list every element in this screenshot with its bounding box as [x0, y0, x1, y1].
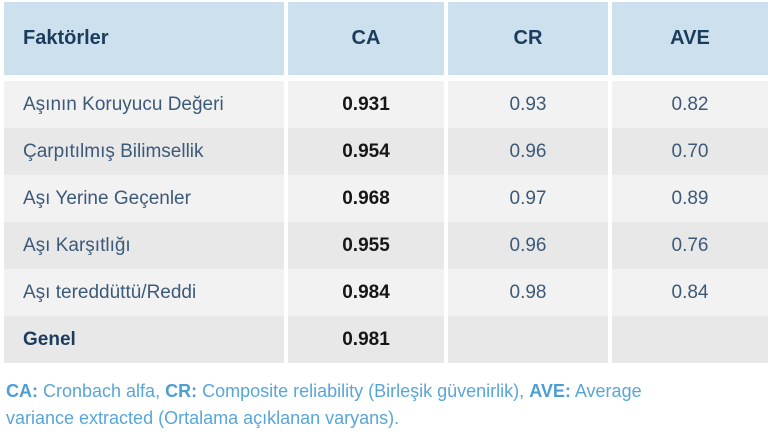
column-header-ca: CA	[288, 2, 444, 75]
footnote-term: CR:	[165, 381, 198, 401]
table-row: Genel 0.981	[4, 316, 768, 363]
column-header-cr: CR	[448, 2, 608, 75]
ave-value-cell: 0.82	[612, 81, 768, 128]
factor-label-cell: Aşı Karşıtlığı	[4, 222, 284, 269]
table-footnote: CA: Cronbach alfa, CR: Composite reliabi…	[6, 378, 712, 432]
table-row: Çarpıtılmış Bilimsellik 0.954 0.96 0.70	[4, 128, 768, 175]
ave-value-cell	[612, 316, 768, 363]
factor-label-cell: Aşının Koruyucu Değeri	[4, 81, 284, 128]
cr-value-cell: 0.98	[448, 269, 608, 316]
ca-value-cell: 0.981	[288, 316, 444, 363]
table-body: Aşının Koruyucu Değeri 0.931 0.93 0.82 Ç…	[4, 81, 768, 363]
ave-value-cell: 0.70	[612, 128, 768, 175]
cr-value-cell: 0.96	[448, 128, 608, 175]
column-header-ave: AVE	[612, 2, 768, 75]
footnote-term: AVE:	[529, 381, 571, 401]
column-header-factors: Faktörler	[4, 2, 284, 75]
footnote-text: Composite reliability (Birleşik güvenirl…	[197, 381, 530, 401]
factor-label-cell: Genel	[4, 316, 284, 363]
factor-label-cell: Aşı tereddüttü/Reddi	[4, 269, 284, 316]
table-row: Aşı Karşıtlığı 0.955 0.96 0.76	[4, 222, 768, 269]
ca-value-cell: 0.968	[288, 175, 444, 222]
factor-label-cell: Çarpıtılmış Bilimsellik	[4, 128, 284, 175]
footnote-text: Cronbach alfa,	[38, 381, 166, 401]
cr-value-cell: 0.97	[448, 175, 608, 222]
table-row: Aşının Koruyucu Değeri 0.931 0.93 0.82	[4, 81, 768, 128]
ave-value-cell: 0.89	[612, 175, 768, 222]
cr-value-cell: 0.96	[448, 222, 608, 269]
ave-value-cell: 0.76	[612, 222, 768, 269]
ca-value-cell: 0.954	[288, 128, 444, 175]
factor-label-cell: Aşı Yerine Geçenler	[4, 175, 284, 222]
ave-value-cell: 0.84	[612, 269, 768, 316]
cr-value-cell	[448, 316, 608, 363]
footnote-text: Average variance extracted (Ortalama açı…	[6, 381, 642, 428]
reliability-table: Faktörler CA CR AVE Aşının Koruyucu Değe…	[4, 2, 768, 363]
ca-value-cell: 0.955	[288, 222, 444, 269]
table-row: Aşı Yerine Geçenler 0.968 0.97 0.89	[4, 175, 768, 222]
footnote-term: CA:	[6, 381, 38, 401]
table-row: Aşı tereddüttü/Reddi 0.984 0.98 0.84	[4, 269, 768, 316]
cr-value-cell: 0.93	[448, 81, 608, 128]
table-header-row: Faktörler CA CR AVE	[4, 2, 768, 75]
ca-value-cell: 0.931	[288, 81, 444, 128]
ca-value-cell: 0.984	[288, 269, 444, 316]
